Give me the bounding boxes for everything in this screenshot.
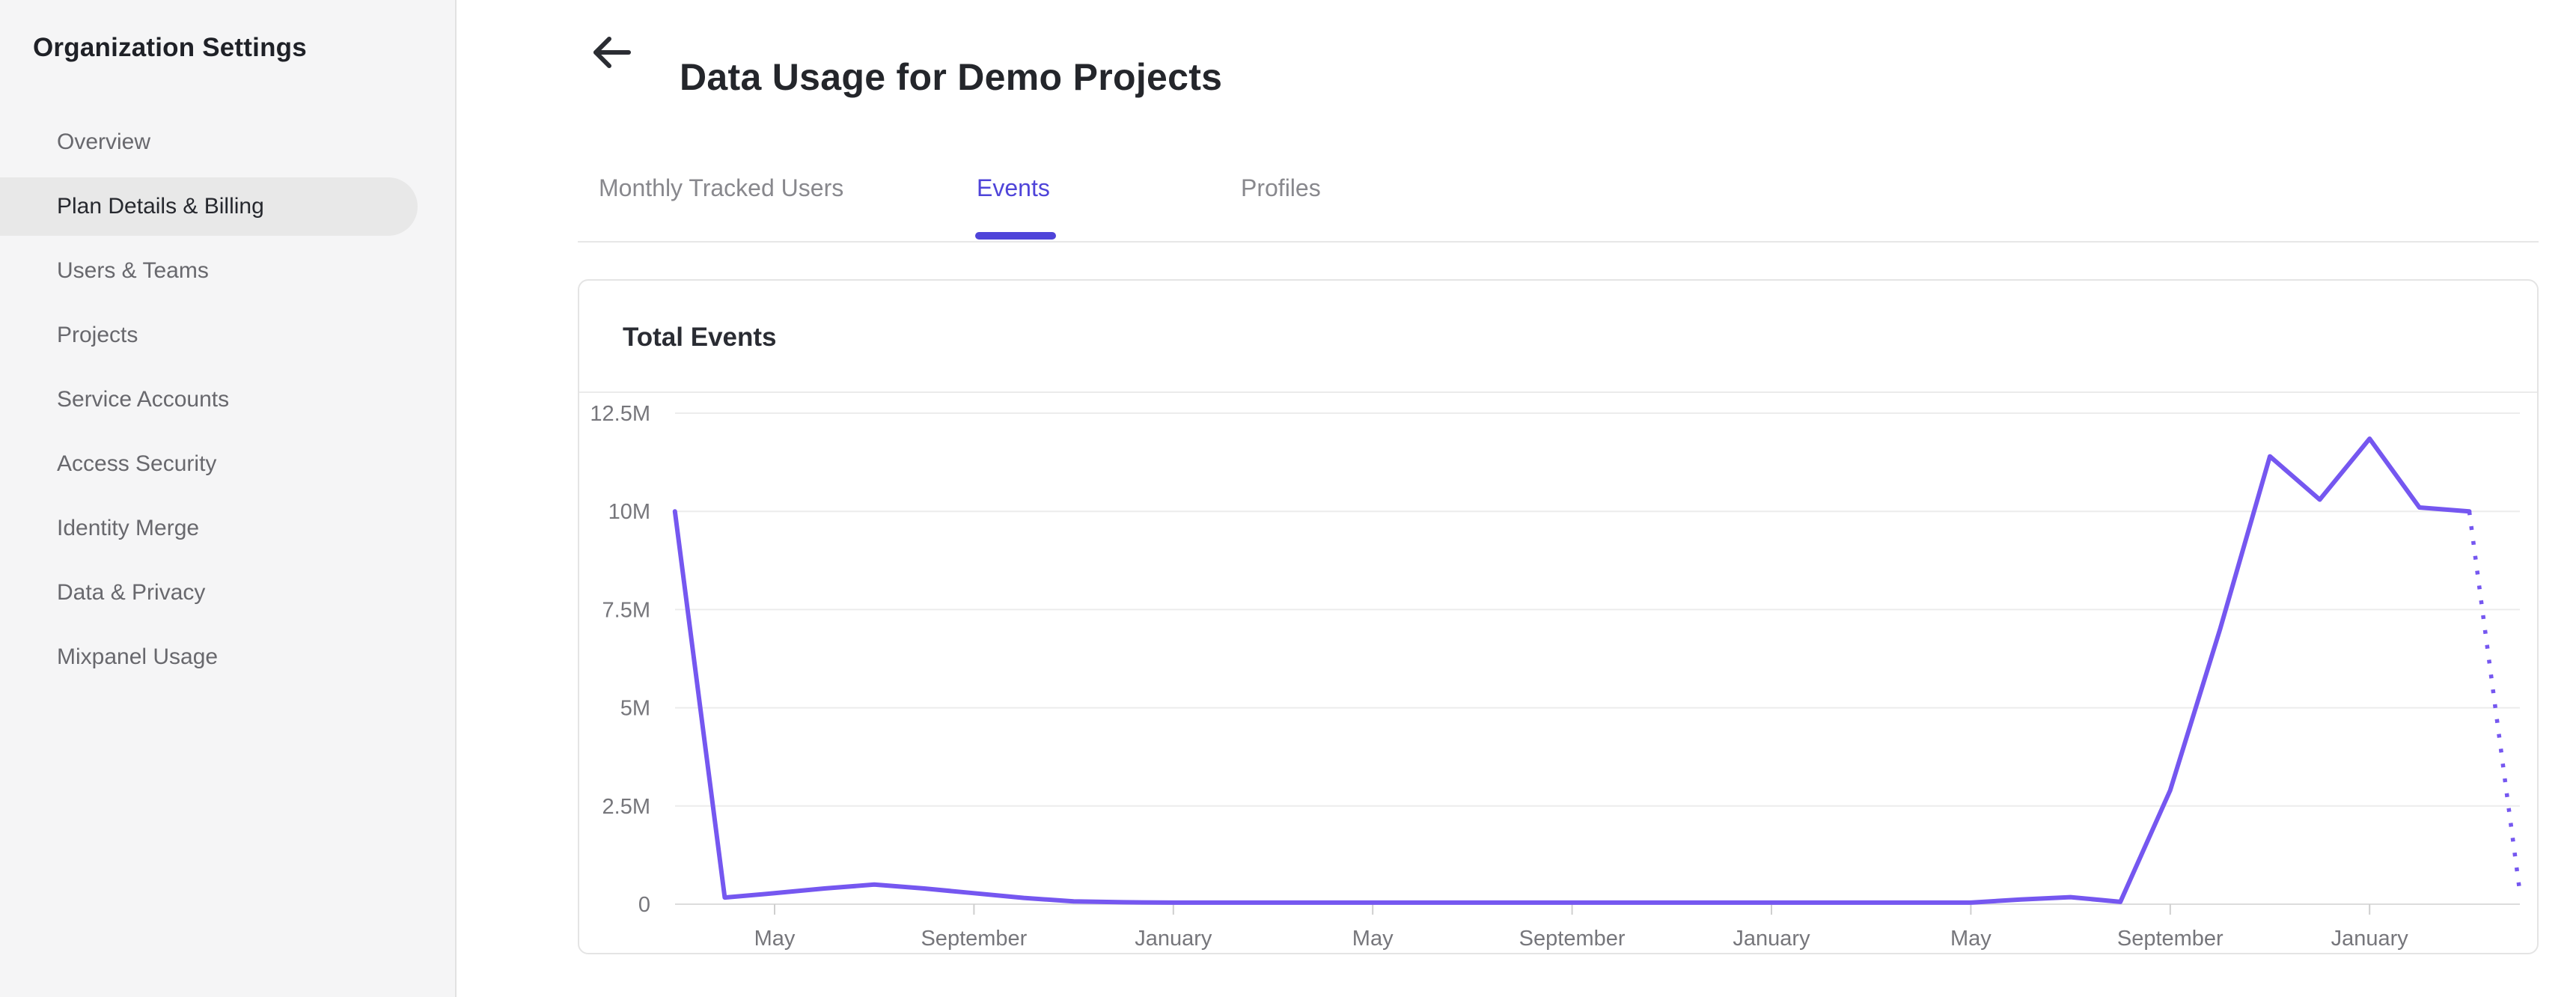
sidebar-item-identity-merge[interactable]: Identity Merge <box>0 496 455 561</box>
tab-profiles[interactable]: Profiles <box>1241 174 1321 201</box>
sidebar-item-label: Users & Teams <box>57 258 209 283</box>
active-tab-indicator <box>975 232 1056 240</box>
svg-text:January: January <box>1733 927 1810 951</box>
left-arrow-icon <box>588 31 633 76</box>
back-button[interactable] <box>585 28 636 78</box>
svg-text:2.5M: 2.5M <box>602 795 650 819</box>
svg-text:0: 0 <box>638 893 650 917</box>
sidebar-item-mixpanel-usage[interactable]: Mixpanel Usage <box>0 625 455 689</box>
svg-text:September: September <box>1519 927 1626 951</box>
total-events-card: Total Events 0 2.5M 5M 7.5M 10M 12.5M May Septe… <box>578 279 2539 954</box>
sidebar-item-label: Projects <box>57 323 138 347</box>
sidebar-item-users-teams[interactable]: Users & Teams <box>0 239 455 303</box>
svg-text:May: May <box>1950 927 1991 951</box>
svg-text:January: January <box>2331 927 2409 951</box>
active-item-highlight <box>0 177 418 236</box>
svg-text:10M: 10M <box>608 500 650 524</box>
usage-tabs: Monthly Tracked Users Events Profiles <box>578 150 2539 243</box>
sidebar-item-overview[interactable]: Overview <box>0 110 455 174</box>
sidebar-item-plan-details-billing[interactable]: Plan Details & Billing <box>0 174 455 239</box>
svg-text:5M: 5M <box>620 697 650 721</box>
svg-text:12.5M: 12.5M <box>590 402 650 426</box>
sidebar-item-label: Overview <box>57 129 151 154</box>
svg-text:7.5M: 7.5M <box>602 598 650 622</box>
svg-text:September: September <box>921 927 1027 951</box>
sidebar-item-label: Plan Details & Billing <box>57 194 264 219</box>
sidebar-item-data-privacy[interactable]: Data & Privacy <box>0 561 455 625</box>
sidebar-item-service-accounts[interactable]: Service Accounts <box>0 368 455 432</box>
svg-text:September: September <box>2117 927 2224 951</box>
page-title: Data Usage for Demo Projects <box>680 55 1223 98</box>
sidebar-item-label: Service Accounts <box>57 387 230 412</box>
svg-text:May: May <box>1352 927 1394 951</box>
sidebar-item-label: Data & Privacy <box>57 580 206 605</box>
sidebar-item-projects[interactable]: Projects <box>0 303 455 368</box>
svg-text:January: January <box>1135 927 1212 951</box>
tab-events[interactable]: Events <box>977 174 1050 201</box>
sidebar-item-access-security[interactable]: Access Security <box>0 432 455 496</box>
sidebar-item-label: Mixpanel Usage <box>57 644 219 669</box>
organization-settings-sidebar: Organization Settings Overview Plan Deta… <box>0 0 457 997</box>
svg-text:May: May <box>754 927 796 951</box>
sidebar-nav: Overview Plan Details & Billing Users & … <box>0 110 455 689</box>
sidebar-item-label: Identity Merge <box>57 516 200 540</box>
tab-monthly-tracked-users[interactable]: Monthly Tracked Users <box>599 174 844 201</box>
card-title: Total Events <box>623 323 777 352</box>
line-chart-canvas: 0 2.5M 5M 7.5M 10M 12.5M May September January Ma… <box>590 402 2521 951</box>
card-header: Total Events <box>579 281 2537 393</box>
sidebar-item-label: Access Security <box>57 451 217 476</box>
total-events-chart: 0 2.5M 5M 7.5M 10M 12.5M May September January Ma… <box>579 393 2537 953</box>
sidebar-title: Organization Settings <box>33 33 307 62</box>
